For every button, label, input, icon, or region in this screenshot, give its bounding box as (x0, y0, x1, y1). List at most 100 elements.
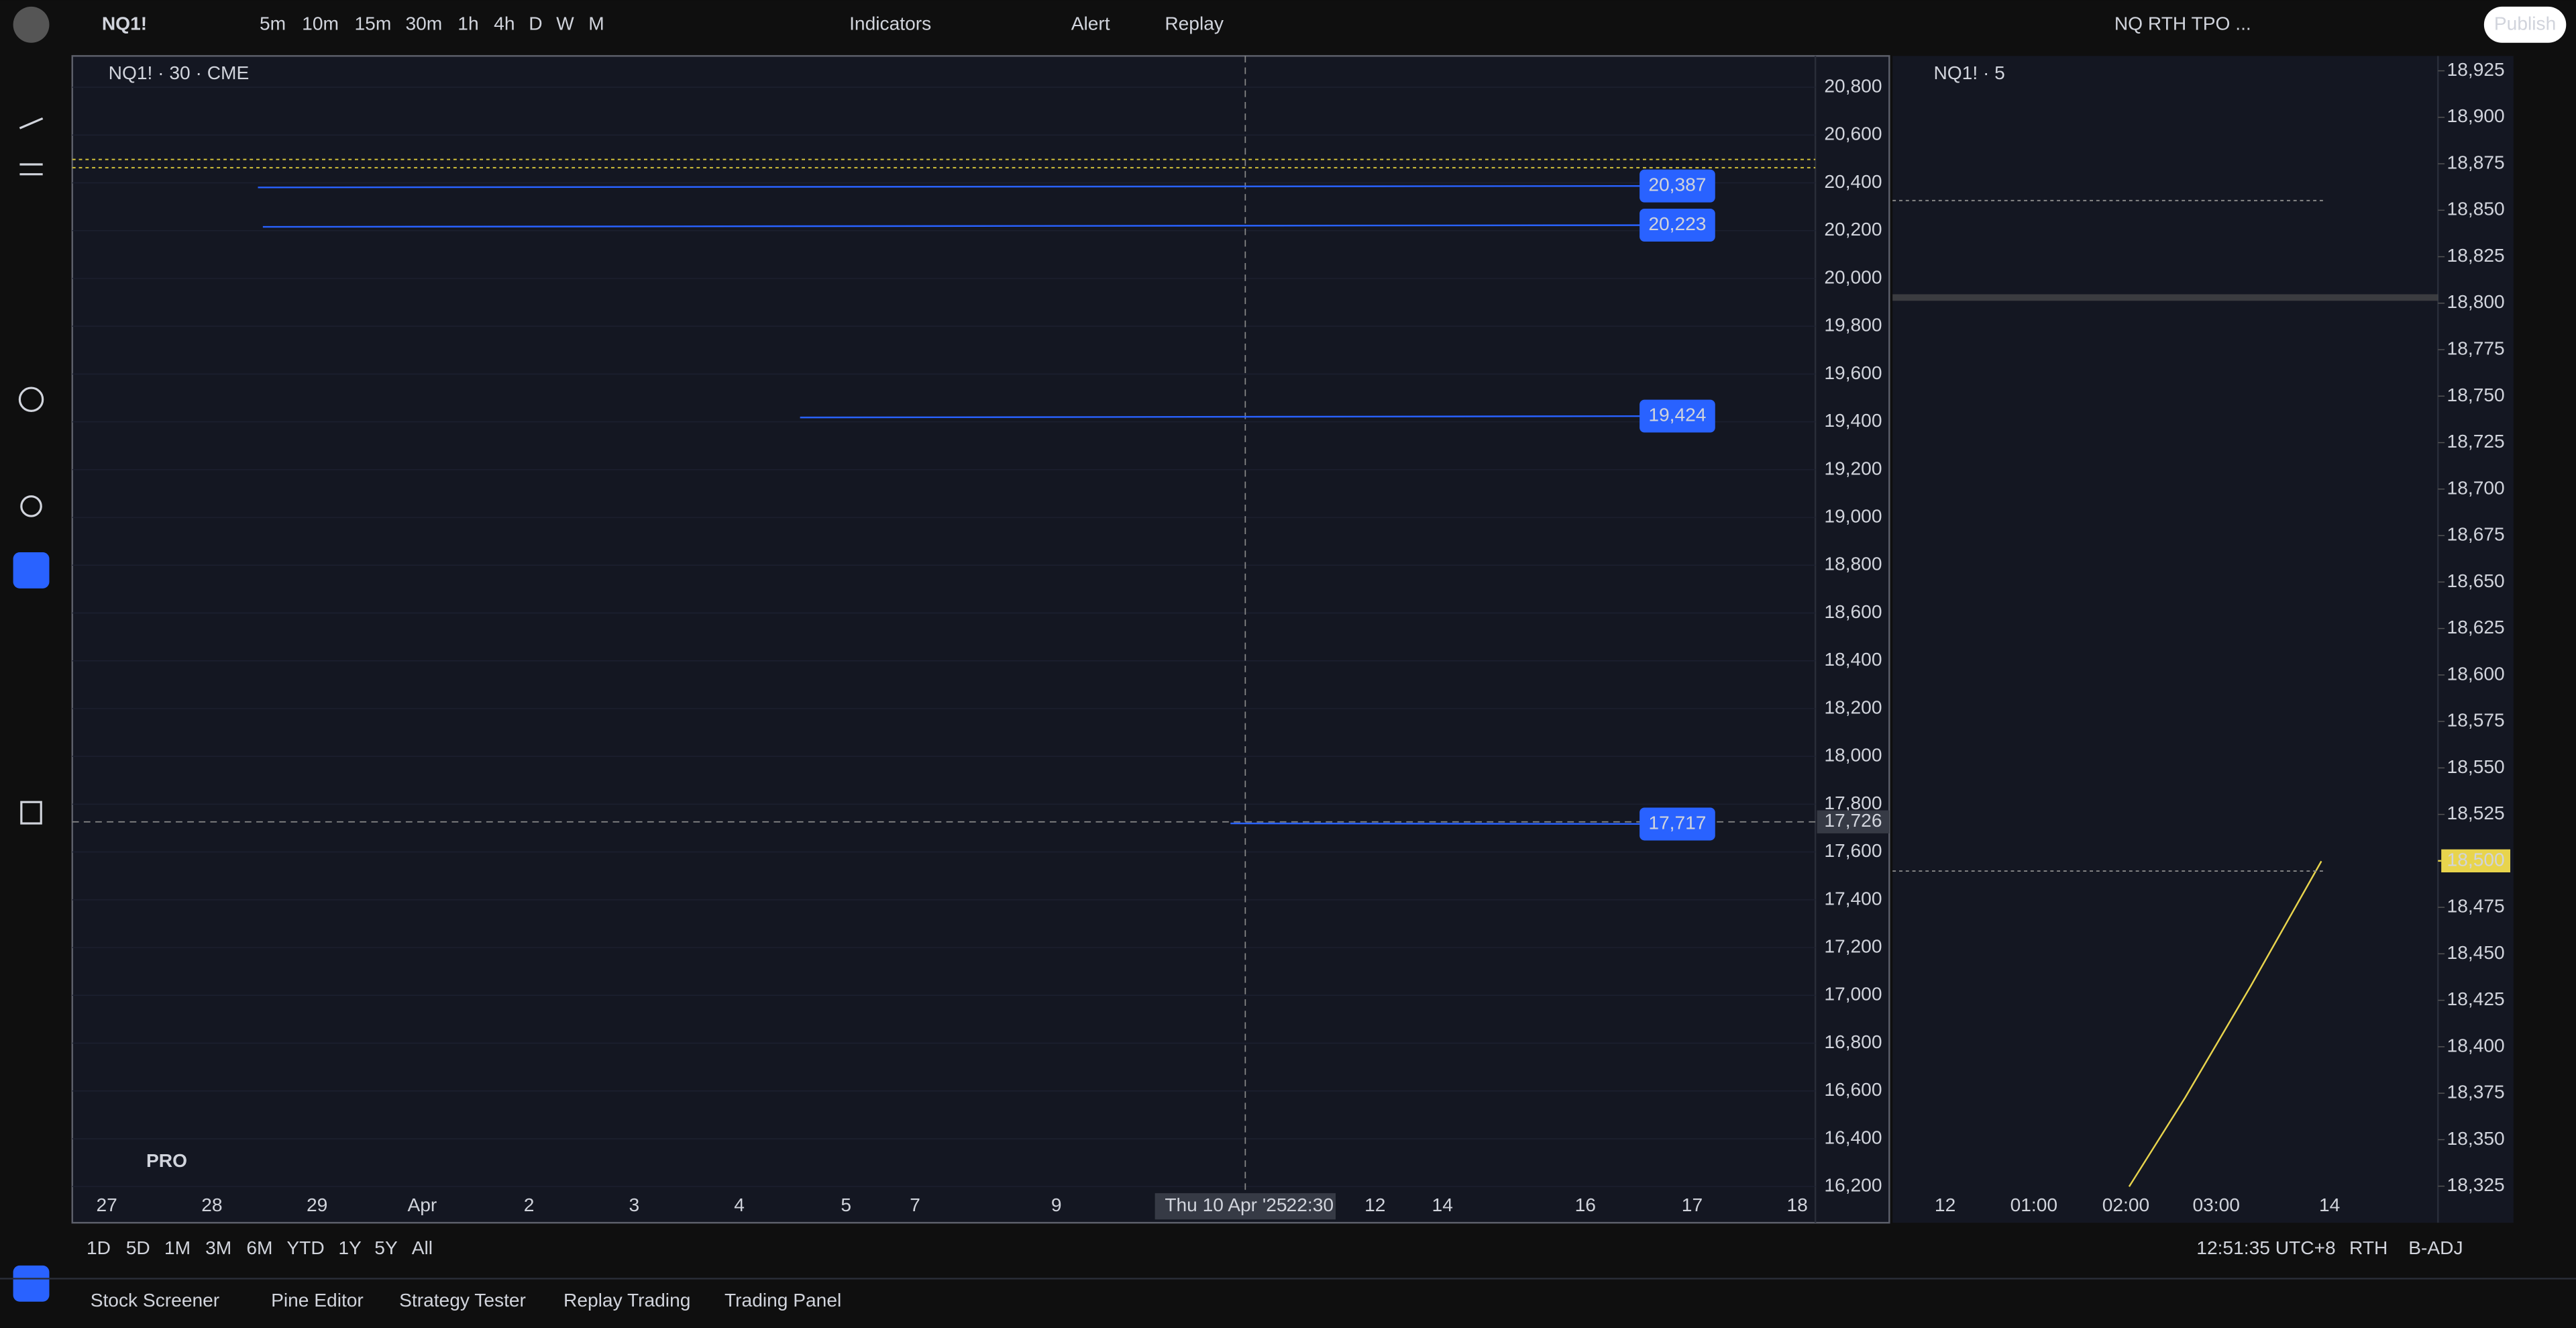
y-tick-label: 18,825 (2447, 245, 2505, 266)
icon[interactable] (18, 387, 44, 412)
interval-button[interactable]: W (556, 13, 574, 34)
range-button[interactable]: 1D (87, 1237, 111, 1258)
y-tick-label: 18,450 (2447, 942, 2505, 963)
bottom-tab[interactable]: Replay Trading (564, 1290, 690, 1311)
chart-title: NQ1! · 30 · CME (109, 62, 250, 83)
x-tick-label: 14 (2319, 1194, 2340, 1215)
range-button[interactable]: 5Y (374, 1237, 398, 1258)
x-tick-label: 9 (1051, 1194, 1062, 1215)
side-pane (1892, 56, 2514, 1223)
trend-line (258, 185, 1676, 189)
y-tick-label: 18,800 (1824, 554, 1882, 574)
range-button[interactable]: All (412, 1237, 433, 1258)
y-tick-label: 18,525 (2447, 803, 2505, 823)
alert-button[interactable]: Alert (1071, 13, 1110, 34)
y-tick-label: 18,625 (2447, 617, 2505, 637)
y-tick-label: 18,875 (2447, 152, 2505, 172)
x-tick-label: Apr (407, 1194, 437, 1215)
y-tick-label: 16,200 (1824, 1175, 1882, 1196)
layout-name[interactable]: NQ RTH TPO ... (2114, 13, 2251, 34)
y-tick-label: 19,000 (1824, 505, 1882, 526)
y-tick-label: 19,600 (1824, 362, 1882, 383)
trend-line (262, 224, 1676, 228)
y-tick-label: 18,400 (1824, 649, 1882, 670)
y-tick-label: 17,600 (1824, 840, 1882, 861)
y-tick-label: 18,575 (2447, 710, 2505, 731)
y-tick-label: 18,675 (2447, 524, 2505, 545)
symbol[interactable]: NQ1! (102, 13, 147, 34)
adjustment-button[interactable]: B-ADJ (2408, 1237, 2463, 1258)
price-label-box[interactable] (1640, 169, 1715, 203)
replay-button[interactable]: Replay (1165, 13, 1224, 34)
y-tick-label: 16,400 (1824, 1127, 1882, 1147)
bottom-tab[interactable]: Strategy Tester (399, 1290, 526, 1311)
interval-button[interactable]: 1h (458, 13, 478, 34)
interval-button[interactable]: D (529, 13, 542, 34)
x-tick-label: 27 (97, 1194, 117, 1215)
crosshair-time-box (1155, 1193, 1336, 1220)
x-tick-label: 2 (524, 1194, 535, 1215)
x-tick-label: 12 (1364, 1194, 1385, 1215)
current-price: 18,500 (2447, 849, 2505, 870)
y-tick-label: 17,000 (1824, 984, 1882, 1005)
bottom-tab[interactable]: Stock Screener (91, 1290, 219, 1311)
x-tick-label: 4 (734, 1194, 745, 1215)
interval-button[interactable]: 5m (260, 13, 286, 34)
y-tick-label: 18,325 (2447, 1174, 2505, 1195)
trend-line (800, 415, 1676, 419)
y-tick-label: 18,425 (2447, 988, 2505, 1009)
interval-button[interactable]: 10m (302, 13, 339, 34)
bottom-tab[interactable]: Trading Panel (724, 1290, 841, 1311)
y-tick-label: 20,400 (1824, 171, 1882, 192)
x-tick-label: 7 (910, 1194, 920, 1215)
interval-button[interactable]: 4h (494, 13, 515, 34)
price-label-box[interactable] (1640, 209, 1715, 242)
x-tick-label: 5 (841, 1194, 851, 1215)
x-tick-label: 16 (1575, 1194, 1596, 1215)
y-tick-label: 18,000 (1824, 745, 1882, 766)
interval-button[interactable]: M (588, 13, 604, 34)
y-tick-label: 18,775 (2447, 338, 2505, 358)
icon[interactable] (20, 495, 42, 517)
logo-badge: PRO (146, 1150, 187, 1171)
y-tick-label: 20,800 (1824, 75, 1882, 96)
range-button[interactable]: YTD (286, 1237, 324, 1258)
session-button[interactable]: RTH (2349, 1237, 2387, 1258)
y-tick-label: 20,000 (1824, 266, 1882, 287)
range-button[interactable]: 6M (246, 1237, 272, 1258)
price-label-box[interactable] (1640, 807, 1715, 841)
favorites-tool[interactable] (13, 1265, 50, 1302)
avatar[interactable] (13, 6, 50, 43)
y-tick-label: 16,600 (1824, 1079, 1882, 1100)
chart-title: NQ1! · 5 (1933, 62, 2004, 83)
icon[interactable] (20, 801, 42, 825)
interval-button[interactable]: 15m (355, 13, 392, 34)
range-button[interactable]: 1M (164, 1237, 191, 1258)
x-tick-label: 02:00 (2102, 1194, 2149, 1215)
y-tick-label: 18,925 (2447, 59, 2505, 80)
price-label-box[interactable] (1640, 399, 1715, 433)
y-tick-label: 18,200 (1824, 697, 1882, 717)
range-button[interactable]: 1Y (338, 1237, 362, 1258)
indicator-line (2128, 860, 2322, 1187)
magnet-tool[interactable] (13, 552, 50, 589)
y-tick-label: 18,400 (2447, 1035, 2505, 1056)
crosshair-price: 17,726 (1824, 810, 1882, 831)
x-tick-label: 3 (629, 1194, 639, 1215)
y-tick-label: 19,800 (1824, 315, 1882, 336)
bottom-tab[interactable]: Pine Editor (271, 1290, 364, 1311)
range-button[interactable]: 5D (126, 1237, 150, 1258)
crosshair-clock: 22:30 (1287, 1194, 1334, 1215)
main-pane (71, 55, 1890, 1224)
range-button[interactable]: 3M (205, 1237, 231, 1258)
publish-button[interactable] (2483, 6, 2567, 43)
publish-label[interactable]: Publish (2494, 13, 2556, 34)
interval-button[interactable]: 30m (405, 13, 442, 34)
indicators-button[interactable]: Indicators (849, 13, 931, 34)
y-tick-label: 18,350 (2447, 1128, 2505, 1149)
y-tick-label: 20,600 (1824, 123, 1882, 144)
icon[interactable] (19, 117, 44, 130)
y-tick-label: 19,200 (1824, 458, 1882, 478)
